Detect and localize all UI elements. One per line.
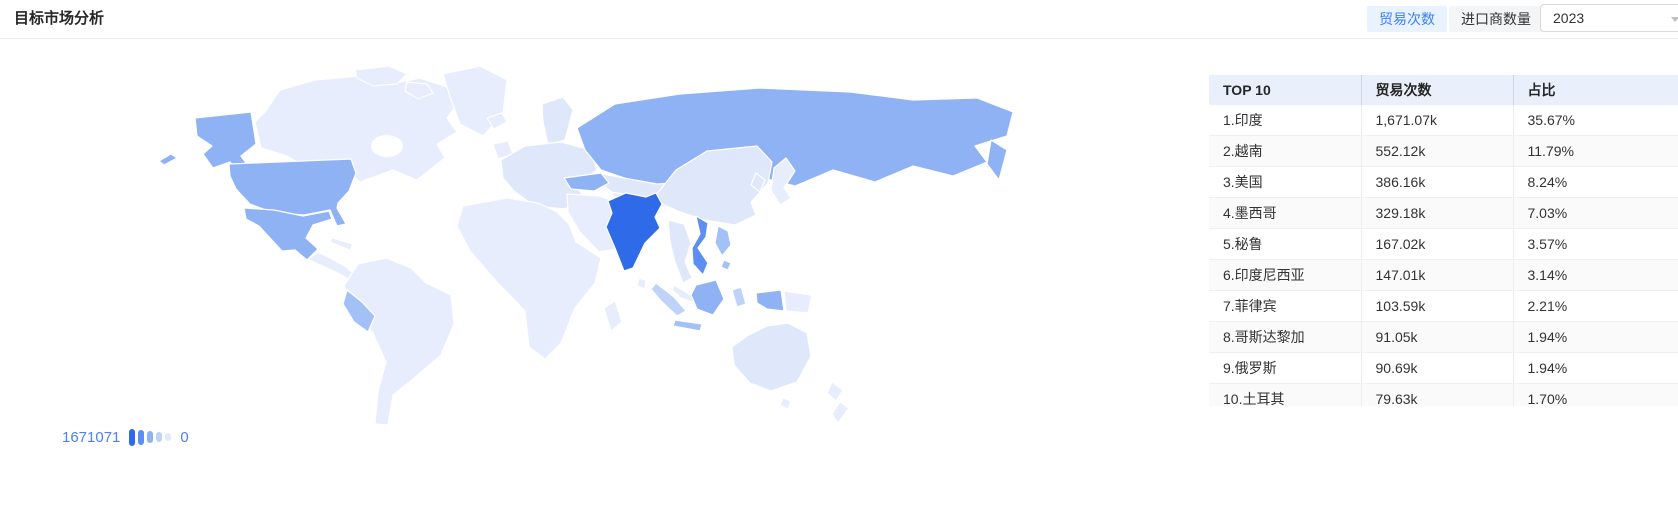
- map-country-australia[interactable]: [731, 322, 812, 392]
- country-cell: 8.哥斯达黎加: [1209, 321, 1362, 353]
- share-cell: 1.94%: [1513, 321, 1678, 353]
- share-cell: 35.67%: [1513, 105, 1678, 136]
- map-country-png[interactable]: [783, 290, 813, 314]
- value-cell: 552.12k: [1361, 135, 1514, 167]
- legend-bars: [129, 428, 172, 446]
- legend-min-value: 0: [180, 428, 189, 446]
- country-cell: 10.土耳其: [1209, 383, 1362, 406]
- table-row: 3.美国 386.16k 8.24%: [1209, 166, 1678, 198]
- table-row: 8.哥斯达黎加 91.05k 1.94%: [1209, 321, 1678, 353]
- panel-header: 目标市场分析 贸易次数 进口商数量 2023: [0, 0, 1678, 39]
- year-select[interactable]: 2023: [1540, 4, 1678, 32]
- country-cell: 6.印度尼西亚: [1209, 259, 1362, 291]
- country-cell: 2.越南: [1209, 135, 1362, 167]
- country-cell: 7.菲律宾: [1209, 290, 1362, 322]
- column-header-value: 贸易次数: [1361, 75, 1514, 105]
- map-country-sulawesi[interactable]: [731, 286, 747, 308]
- table-row: 9.俄罗斯 90.69k 1.94%: [1209, 352, 1678, 384]
- map-country-arctic-islands[interactable]: [354, 65, 434, 100]
- share-cell: 1.94%: [1513, 352, 1678, 384]
- legend-max-value: 1671071: [62, 428, 121, 446]
- value-cell: 103.59k: [1361, 290, 1514, 322]
- map-country-peru[interactable]: [342, 289, 376, 333]
- share-cell: 1.70%: [1513, 383, 1678, 406]
- map-country-usa[interactable]: [228, 158, 357, 227]
- top10-table-body: 1.印度 1,671.07k 35.67% 2.越南 552.12k 11.79% 3.美国…: [1209, 105, 1678, 406]
- map-country-myanmar-thailand[interactable]: [667, 219, 693, 284]
- table-row: 7.菲律宾 103.59k 2.21%: [1209, 290, 1678, 322]
- legend-bar: [165, 433, 172, 441]
- column-header-share: 占比: [1513, 75, 1678, 105]
- table-row: 1.印度 1,671.07k 35.67%: [1209, 105, 1678, 136]
- map-country-madagascar[interactable]: [603, 300, 623, 332]
- map-country-south-america[interactable]: [343, 257, 455, 426]
- chevron-down-icon: [1671, 17, 1678, 22]
- value-cell: 329.18k: [1361, 197, 1514, 229]
- column-header-rank: TOP 10: [1209, 75, 1362, 105]
- value-cell: 167.02k: [1361, 228, 1514, 260]
- legend-bar: [156, 432, 163, 442]
- metric-toggle-group: 贸易次数 进口商数量: [1367, 6, 1543, 32]
- value-cell: 91.05k: [1361, 321, 1514, 353]
- country-cell: 9.俄罗斯: [1209, 352, 1362, 384]
- share-cell: 2.21%: [1513, 290, 1678, 322]
- country-cell: 1.印度: [1209, 105, 1362, 136]
- value-cell: 79.63k: [1361, 383, 1514, 406]
- table-row: 6.印度尼西亚 147.01k 3.14%: [1209, 259, 1678, 291]
- share-cell: 8.24%: [1513, 166, 1678, 198]
- map-country-tasmania[interactable]: [779, 397, 792, 410]
- legend-bar: [129, 428, 136, 446]
- legend-bar: [147, 431, 154, 443]
- map-country-cuba[interactable]: [329, 237, 354, 251]
- world-choropleth-map: [55, 52, 1115, 452]
- country-cell: 4.墨西哥: [1209, 197, 1362, 229]
- map-country-korea[interactable]: [750, 172, 766, 193]
- page-title: 目标市场分析: [14, 10, 105, 27]
- map-country-africa[interactable]: [456, 197, 602, 360]
- table-row: 2.越南 552.12k 11.79%: [1209, 135, 1678, 167]
- table-row: 10.土耳其 79.63k 1.70%: [1209, 383, 1678, 406]
- map-country-vietnam[interactable]: [691, 215, 709, 276]
- map-country-china[interactable]: [655, 145, 773, 226]
- table-header-row: TOP 10 贸易次数 占比: [1209, 75, 1678, 105]
- map-country-papua-west[interactable]: [755, 289, 785, 312]
- share-cell: 3.57%: [1513, 228, 1678, 260]
- map-country-java[interactable]: [672, 319, 703, 332]
- value-cell: 386.16k: [1361, 166, 1514, 198]
- top10-table: TOP 10 贸易次数 占比 1.印度 1,671.07k 35.67% 2.越南 55…: [1209, 75, 1678, 406]
- country-cell: 3.美国: [1209, 166, 1362, 198]
- share-cell: 11.79%: [1513, 135, 1678, 167]
- legend-bar: [138, 429, 145, 445]
- map-country-sumatra[interactable]: [650, 282, 687, 317]
- map-country-mexico[interactable]: [243, 207, 333, 261]
- value-cell: 147.01k: [1361, 259, 1514, 291]
- map-country-borneo[interactable]: [690, 279, 725, 316]
- map-country-srilanka[interactable]: [636, 277, 647, 290]
- map-country-iceland[interactable]: [486, 112, 508, 130]
- map-legend: 1671071 0: [62, 424, 189, 450]
- map-country-japan[interactable]: [770, 157, 796, 206]
- year-select-value: 2023: [1553, 10, 1585, 26]
- share-cell: 7.03%: [1513, 197, 1678, 229]
- table-row: 4.墨西哥 329.18k 7.03%: [1209, 197, 1678, 229]
- value-cell: 90.69k: [1361, 352, 1514, 384]
- country-cell: 5.秘鲁: [1209, 228, 1362, 260]
- map-country-russia[interactable]: [576, 87, 1014, 197]
- map-country-europe[interactable]: [500, 141, 598, 210]
- value-cell: 1,671.07k: [1361, 105, 1514, 136]
- map-country-scandinavia[interactable]: [541, 96, 574, 146]
- metric-tab-1[interactable]: 进口商数量: [1449, 6, 1543, 32]
- metric-tab-0[interactable]: 贸易次数: [1367, 6, 1447, 32]
- map-country-new-zealand[interactable]: [826, 381, 850, 424]
- map-country-philippines[interactable]: [714, 225, 732, 271]
- hudson-bay-shape: [371, 135, 403, 157]
- map-country-central-america[interactable]: [307, 251, 357, 282]
- map-country-india[interactable]: [605, 192, 663, 272]
- map-country-turkey[interactable]: [563, 172, 610, 192]
- table-row: 5.秘鲁 167.02k 3.57%: [1209, 228, 1678, 260]
- share-cell: 3.14%: [1513, 259, 1678, 291]
